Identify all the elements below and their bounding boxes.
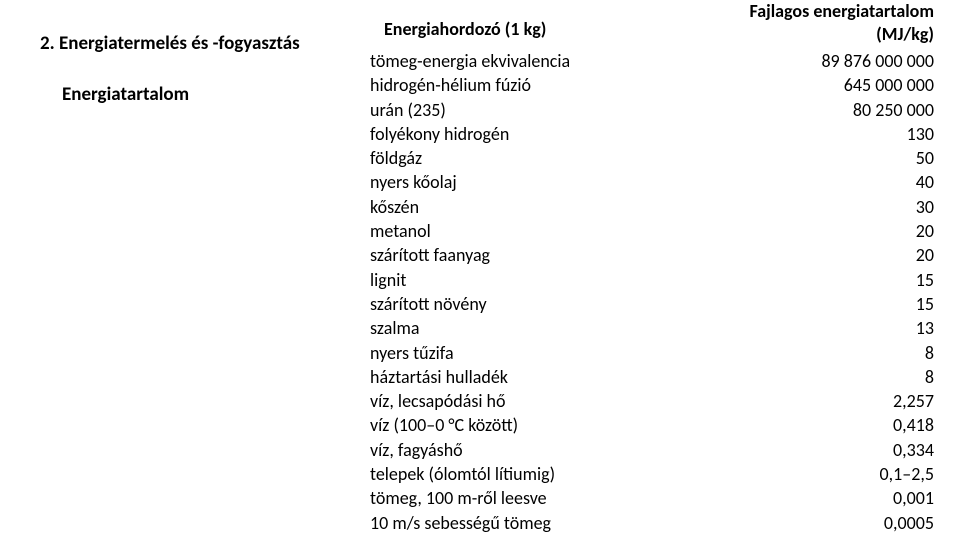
row-label: urán (235) (370, 98, 684, 122)
table-row: 10 m/s sebességű tömeg0,0005 (370, 511, 940, 535)
row-value: 50 (684, 146, 940, 170)
row-label: 10 m/s sebességű tömeg (370, 511, 684, 535)
row-label: háztartási hulladék (370, 365, 684, 389)
table-row: háztartási hulladék8 (370, 365, 940, 389)
table-row: kőszén30 (370, 195, 940, 219)
row-label: szárított faanyag (370, 243, 684, 267)
table-row: tömeg, 100 m-ről leesve0,001 (370, 486, 940, 510)
row-value: 13 (684, 316, 940, 340)
row-value: 8 (684, 341, 940, 365)
row-value: 2,257 (684, 389, 940, 413)
row-value: 8 (684, 365, 940, 389)
row-value: 15 (684, 268, 940, 292)
row-label: nyers kőolaj (370, 170, 684, 194)
table-header-col2-line2: (MJ/kg) (876, 23, 934, 45)
row-value: 89 876 000 000 (684, 49, 940, 73)
table-row: telepek (ólomtól lítiumig)0,1–2,5 (370, 462, 940, 486)
row-label: folyékony hidrogén (370, 122, 684, 146)
table-body: tömeg-energia ekvivalencia89 876 000 000… (370, 49, 940, 535)
row-value: 0,001 (684, 486, 940, 510)
row-label: kőszén (370, 195, 684, 219)
row-value: 645 000 000 (684, 73, 940, 97)
row-label: földgáz (370, 146, 684, 170)
table-row: nyers kőolaj40 (370, 170, 940, 194)
table-row: nyers tűzifa8 (370, 341, 940, 365)
table-row: szárított növény15 (370, 292, 940, 316)
table-row: lignit15 (370, 268, 940, 292)
row-label: szárított növény (370, 292, 684, 316)
row-label: lignit (370, 268, 684, 292)
table-row: földgáz50 (370, 146, 940, 170)
table-row: víz, lecsapódási hő2,257 (370, 389, 940, 413)
table-header-col2-line1: Fajlagos energiatartalom (749, 0, 934, 22)
table-row: szalma13 (370, 316, 940, 340)
row-label: víz, lecsapódási hő (370, 389, 684, 413)
table-header: Energiahordozó (1 kg) Fajlagos energiata… (370, 0, 940, 49)
table-row: víz (100–0 °C között)0,418 (370, 413, 940, 437)
row-label: víz, fagyáshő (370, 438, 684, 462)
row-label: víz (100–0 °C között) (370, 413, 684, 437)
table-row: víz, fagyáshő0,334 (370, 438, 940, 462)
row-value: 40 (684, 170, 940, 194)
section-title: 2. Energiatermelés és -fogyasztás (40, 32, 370, 55)
row-value: 0,418 (684, 413, 940, 437)
row-label: telepek (ólomtól lítiumig) (370, 462, 684, 486)
left-column: 2. Energiatermelés és -fogyasztás Energi… (40, 0, 370, 535)
row-value: 20 (684, 243, 940, 267)
row-label: nyers tűzifa (370, 341, 684, 365)
row-value: 30 (684, 195, 940, 219)
table-row: szárított faanyag20 (370, 243, 940, 267)
page: 2. Energiatermelés és -fogyasztás Energi… (0, 0, 960, 535)
table-row: urán (235)80 250 000 (370, 98, 940, 122)
table-row: hidrogén-hélium fúzió645 000 000 (370, 73, 940, 97)
row-value: 15 (684, 292, 940, 316)
table-row: folyékony hidrogén130 (370, 122, 940, 146)
row-value: 130 (684, 122, 940, 146)
table-row: metanol20 (370, 219, 940, 243)
row-value: 0,334 (684, 438, 940, 462)
row-label: hidrogén-hélium fúzió (370, 73, 684, 97)
table-row: tömeg-energia ekvivalencia89 876 000 000 (370, 49, 940, 73)
row-value: 80 250 000 (684, 98, 940, 122)
table-header-col1: Energiahordozó (1 kg) (370, 0, 684, 45)
row-value: 0,0005 (684, 511, 940, 535)
row-value: 20 (684, 219, 940, 243)
section-subtitle: Energiatartalom (62, 83, 370, 106)
table-region: Energiahordozó (1 kg) Fajlagos energiata… (370, 0, 940, 535)
row-label: metanol (370, 219, 684, 243)
row-label: tömeg, 100 m-ről leesve (370, 486, 684, 510)
table-header-col2: Fajlagos energiatartalom (MJ/kg) (684, 0, 940, 45)
row-label: tömeg-energia ekvivalencia (370, 49, 684, 73)
row-value: 0,1–2,5 (684, 462, 940, 486)
row-label: szalma (370, 316, 684, 340)
